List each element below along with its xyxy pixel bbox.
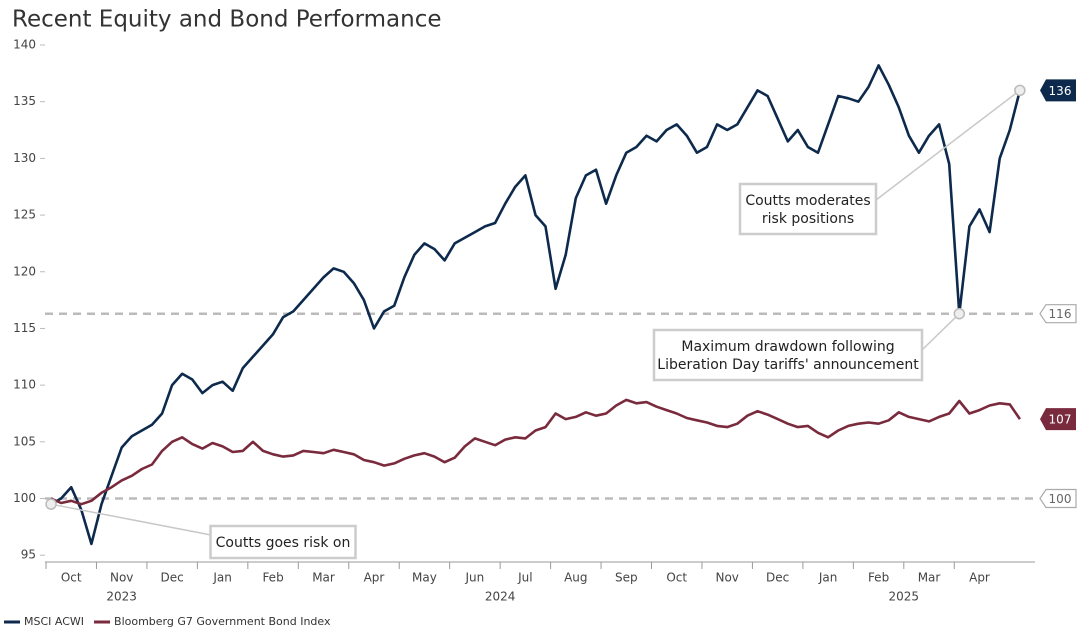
x-tick-label: Jun [465, 571, 485, 585]
annotation-text: risk positions [762, 211, 854, 227]
y-tick-label: 105 [13, 434, 36, 448]
x-tick-label: Sep [615, 571, 638, 585]
annotation-connector [50, 503, 212, 536]
annotation-text: Coutts goes risk on [216, 535, 351, 551]
y-tick-label: 140 [13, 38, 36, 52]
y-tick-label: 130 [13, 151, 36, 165]
y-tick-label: 120 [13, 264, 36, 278]
x-tick-label: Mar [918, 571, 941, 585]
reference-label-box [1039, 488, 1077, 509]
x-tick-label: Apr [364, 571, 385, 585]
x-tick-label: Oct [666, 571, 687, 585]
annotation-text: Maximum drawdown following [681, 339, 894, 355]
end-label: 107 [1049, 413, 1072, 427]
annotation-box [652, 328, 924, 382]
legend-label: Bloomberg G7 Government Bond Index [114, 615, 331, 628]
y-tick-label: 115 [13, 321, 36, 335]
x-tick-label: Jul [517, 571, 532, 585]
series-line [50, 398, 1021, 506]
annotation-marker [953, 307, 966, 320]
x-tick-label: Nov [110, 571, 133, 585]
end-label: 136 [1049, 84, 1072, 98]
y-tick-label: 100 [13, 491, 36, 505]
x-tick-label: Nov [715, 571, 738, 585]
reference-label-box [1039, 304, 1077, 324]
annotation-box [209, 524, 357, 560]
series-line [50, 64, 1022, 546]
annotation-connector [875, 89, 1021, 201]
x-group-label: 2023 [106, 590, 137, 604]
end-label-box [1040, 408, 1076, 431]
x-tick-label: Apr [969, 571, 990, 585]
annotation-marker [45, 498, 57, 510]
x-group-label: 2025 [889, 590, 920, 604]
x-tick-label: Aug [564, 571, 587, 585]
annotation-connector [921, 313, 960, 351]
y-tick-label: 125 [13, 208, 36, 222]
x-tick-label: May [412, 571, 437, 585]
x-tick-label: Dec [766, 571, 789, 585]
x-tick-label: Jan [818, 571, 838, 585]
x-tick-label: Dec [161, 571, 184, 585]
reference-label: 100 [1049, 492, 1072, 506]
annotation-text: Coutts moderates [745, 193, 870, 209]
annotation-text: Liberation Day tariffs' announcement [657, 357, 919, 373]
end-label-box [1040, 79, 1076, 102]
chart-title: Recent Equity and Bond Performance [12, 7, 442, 33]
x-tick-label: Jan [212, 571, 232, 585]
x-tick-label: Feb [868, 571, 889, 585]
y-tick-label: 135 [13, 94, 36, 108]
y-tick-label: 110 [13, 378, 36, 392]
x-tick-label: Oct [61, 571, 82, 585]
y-tick-label: 95 [21, 548, 36, 562]
annotation-marker [1014, 84, 1026, 97]
reference-label: 116 [1049, 307, 1072, 321]
x-tick-label: Mar [312, 571, 335, 585]
x-tick-label: Feb [262, 571, 283, 585]
annotation-box [738, 182, 878, 236]
legend-label: MSCI ACWI [24, 615, 84, 628]
x-group-label: 2024 [485, 590, 516, 604]
